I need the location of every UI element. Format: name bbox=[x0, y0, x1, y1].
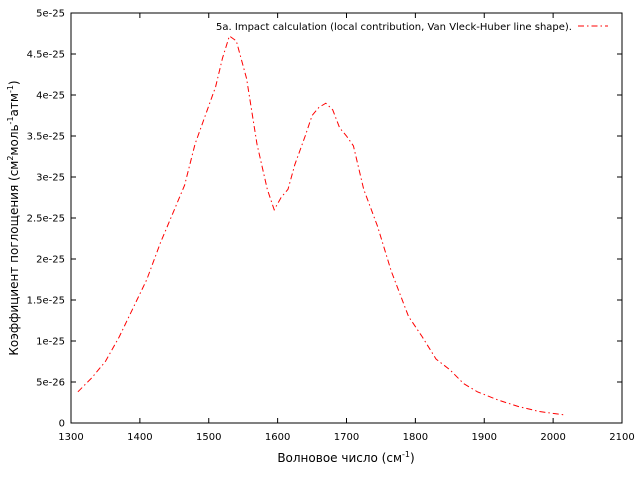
x-tick-label: 1600 bbox=[265, 432, 290, 443]
plot-frame bbox=[70, 12, 623, 424]
y-axis-title-sup2: -1 bbox=[6, 116, 15, 124]
x-tick-label: 1900 bbox=[472, 432, 497, 443]
x-axis-title-end: ) bbox=[410, 451, 415, 465]
x-axis-title: Волновое число (см-1) bbox=[277, 450, 414, 465]
y-tick-label: 0 bbox=[59, 419, 65, 430]
series-line bbox=[77, 35, 564, 416]
y-tick-label: 5e-25 bbox=[36, 9, 65, 20]
x-tick-label: 1800 bbox=[403, 432, 428, 443]
axis-ticks bbox=[70, 12, 623, 424]
y-tick-label: 3.5e-25 bbox=[27, 132, 65, 143]
y-tick-label: 1e-25 bbox=[36, 337, 65, 348]
x-tick-label: 1300 bbox=[58, 432, 83, 443]
y-tick-label: 2e-25 bbox=[36, 255, 65, 266]
y-tick-label: 4.5e-25 bbox=[27, 50, 65, 61]
x-tick-label: 1700 bbox=[334, 432, 359, 443]
y-tick-label: 3e-25 bbox=[36, 173, 65, 184]
y-axis-title-part4: ) bbox=[7, 80, 21, 85]
series-layer bbox=[77, 35, 564, 416]
y-tick-label: 1.5e-25 bbox=[27, 296, 65, 307]
x-axis-title-sup: -1 bbox=[402, 450, 410, 459]
y-tick-label: 5e-26 bbox=[36, 378, 65, 389]
y-axis-title-part2: моль bbox=[7, 124, 21, 155]
x-axis-title-main: Волновое число (см bbox=[277, 451, 402, 465]
y-axis-title: Коэффициент поглощения (см2моль-1атм-1) bbox=[6, 80, 21, 355]
x-tick-label: 1500 bbox=[196, 432, 221, 443]
y-axis-title-part1: Коэффициент поглощения (см bbox=[7, 161, 21, 356]
x-tick-label: 2100 bbox=[609, 432, 634, 443]
legend: 5a. Impact calculation (local contributi… bbox=[216, 22, 608, 33]
y-tick-label: 2.5e-25 bbox=[27, 214, 65, 225]
y-axis-title-sup1: 2 bbox=[6, 156, 15, 161]
x-tick-label: 1400 bbox=[127, 432, 152, 443]
y-axis-title-part3: атм bbox=[7, 93, 21, 116]
y-tick-labels: 0 5e-26 1e-25 1.5e-25 2e-25 2.5e-25 3e-25 3.5e-… bbox=[27, 9, 65, 430]
x-tick-label: 2000 bbox=[540, 432, 565, 443]
y-tick-label: 4e-25 bbox=[36, 91, 65, 102]
x-tick-labels: 1300 1400 1500 1600 1700 1800 1900 2000 2100 bbox=[58, 432, 634, 443]
legend-label: 5a. Impact calculation (local contributi… bbox=[216, 22, 572, 33]
y-axis-title-sup3: -1 bbox=[6, 85, 15, 93]
